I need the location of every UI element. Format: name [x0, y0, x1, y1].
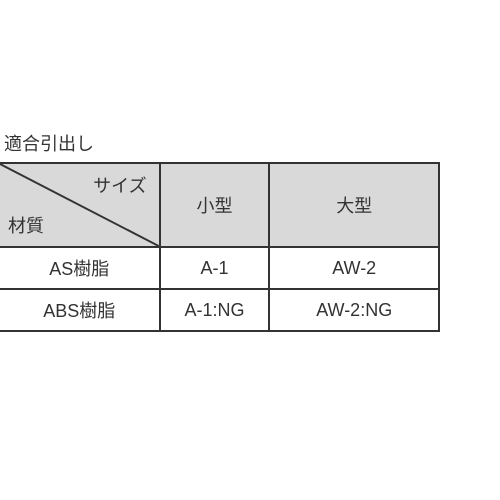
compatibility-table: サイズ 材質 小型 大型 AS樹脂 A-1 AW-2 ABS樹脂 A-1:NG …: [0, 162, 440, 332]
data-cell: A-1:NG: [160, 289, 270, 331]
col-header-small: 小型: [160, 163, 270, 247]
data-cell: AW-2: [269, 247, 439, 289]
material-cell: AS樹脂: [0, 247, 160, 289]
header-row: サイズ 材質 小型 大型: [0, 163, 439, 247]
table-row: ABS樹脂 A-1:NG AW-2:NG: [0, 289, 439, 331]
diag-top-label: サイズ: [93, 172, 146, 198]
table-row: AS樹脂 A-1 AW-2: [0, 247, 439, 289]
diag-bottom-label: 材質: [8, 212, 44, 238]
col-header-large: 大型: [269, 163, 439, 247]
diagonal-header-cell: サイズ 材質: [0, 163, 160, 247]
table-title: 適合引出し: [0, 130, 500, 156]
data-cell: AW-2:NG: [269, 289, 439, 331]
data-cell: A-1: [160, 247, 270, 289]
material-cell: ABS樹脂: [0, 289, 160, 331]
